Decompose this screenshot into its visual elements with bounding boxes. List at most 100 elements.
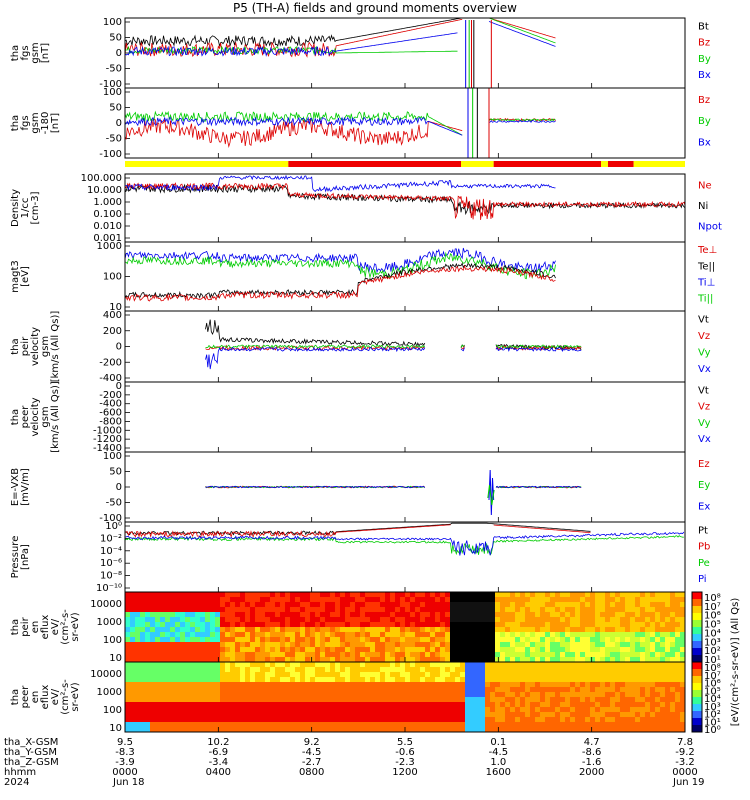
panel-ylabel: tha	[10, 115, 21, 131]
panel-ylabel: tha	[10, 619, 21, 635]
panel-ylabel: [km/s (All Qs)]	[50, 381, 61, 453]
colorbar-tick-label: 10²	[704, 646, 721, 657]
y-tick-label: 100	[103, 272, 122, 283]
panel-ylabel: E=-VXB	[10, 468, 21, 506]
colorbar-tick-label: 10⁵	[704, 620, 721, 631]
series-by	[124, 110, 556, 136]
legend-Ni: Ni	[698, 201, 708, 212]
ephemeris-row-label: tha_Y-GSM	[4, 747, 57, 758]
series-ti-perp	[124, 247, 556, 275]
y-tick-label: -400	[99, 399, 122, 410]
panel-ylabel: [nT]	[40, 43, 51, 63]
y-tick-label: 0.001	[93, 233, 122, 244]
y-tick-label: 0.100	[93, 209, 122, 220]
panel-ylabel: [km/s (All Qs)]	[50, 311, 61, 383]
colorbar-tick-label: 10⁷	[704, 671, 721, 682]
ephemeris-value: -1.6	[582, 757, 602, 768]
colorbar-cell	[692, 620, 702, 628]
ephemeris-value: -3.4	[209, 757, 229, 768]
y-tick-label: -50	[106, 134, 122, 145]
series-bx	[124, 21, 556, 57]
panel-ylabel: sr-eV)	[70, 682, 81, 711]
colorbar-tick-label: 10⁴	[704, 628, 721, 639]
mode-bar-segment	[493, 161, 601, 167]
y-tick-label: -50	[106, 498, 122, 509]
ephemeris-value: -2.7	[302, 757, 322, 768]
legend-Ne: Ne	[698, 180, 712, 191]
colorbar-cell	[692, 725, 702, 733]
legend-Pe: Pe	[698, 558, 710, 569]
colorbar-tick-label: 10⁷	[704, 602, 721, 613]
ephemeris-value: -3.2	[675, 757, 695, 768]
colorbar-frame	[691, 661, 703, 733]
colorbar-cell	[692, 592, 702, 600]
legend-Ex: Ex	[698, 501, 710, 512]
series-te-par	[124, 262, 556, 300]
x-tick-label: 0000	[112, 767, 137, 778]
y-tick-label: 10⁰	[105, 521, 122, 532]
panel-ylabel: gsm	[30, 42, 41, 63]
ephemeris-value: 5.5	[397, 737, 413, 748]
y-tick-label: 0	[116, 482, 122, 493]
panel-ylabel: gsm	[40, 336, 51, 357]
colorbar-cell	[692, 704, 702, 712]
series-bt	[124, 17, 463, 48]
y-tick-label: -200	[99, 357, 122, 368]
y-tick-label: -1000	[93, 425, 122, 436]
ephemeris-row-label: tha_Z-GSM	[4, 757, 59, 768]
legend-Vx: Vx	[698, 364, 711, 375]
series-vx	[205, 346, 582, 370]
panel-frame	[124, 310, 686, 383]
y-tick-label: -1400	[93, 443, 122, 454]
colorbar-cell	[692, 683, 702, 691]
ephemeris-value: 7.8	[677, 737, 693, 748]
legend-Vt: Vt	[698, 315, 709, 326]
y-tick-label: -1200	[93, 434, 122, 445]
ephemeris-value: 9.5	[117, 737, 133, 748]
legend-Bz: Bz	[698, 38, 710, 49]
legend-Te||: Te||	[697, 261, 715, 272]
panel-ylabel: en	[30, 621, 41, 634]
panel-ylabel: gsm	[40, 406, 51, 427]
series-pi	[124, 531, 685, 556]
ephemeris-value: -3.9	[115, 757, 135, 768]
colorbar-tick-label: 10¹	[704, 655, 721, 666]
colorbar-tick-label: 10³	[704, 637, 721, 648]
colorbar-tick-label: 10⁵	[704, 686, 721, 697]
legend-Te⊥: Te⊥	[697, 245, 717, 256]
panel-ylabel: fgs	[20, 115, 31, 130]
panel-ylabel: peir	[20, 336, 31, 356]
colorbar-cell	[692, 669, 702, 677]
colorbar-cell	[692, 648, 702, 656]
series-bz	[124, 17, 556, 58]
panel-ylabel: eflux	[40, 685, 51, 710]
legend-Bx: Bx	[698, 137, 711, 148]
panel-ylabel: Pressure	[10, 536, 21, 579]
legend-Pt: Pt	[698, 525, 708, 536]
y-tick-label: 100	[103, 635, 122, 646]
mode-bar-segment	[633, 161, 685, 167]
y-tick-label: 1000	[97, 241, 122, 252]
ephemeris-row-label: hhmm	[4, 767, 36, 778]
colorbar-cell	[692, 655, 702, 663]
legend-Vt: Vt	[698, 385, 709, 396]
legend-Vy: Vy	[698, 418, 711, 429]
y-tick-label: 10⁻¹⁰	[96, 583, 122, 594]
colorbar-cell	[692, 711, 702, 719]
legend-Vy: Vy	[698, 348, 711, 359]
mode-bar-segment	[288, 161, 461, 167]
colorbar-tick-label: 10¹	[704, 717, 721, 728]
panel-ylabel: sr-eV)	[70, 612, 81, 641]
y-tick-label: 400	[103, 310, 122, 321]
ephemeris-value: -8.6	[582, 747, 602, 758]
y-tick-label: 10	[109, 723, 122, 734]
legend-Pb: Pb	[698, 542, 710, 553]
series-ne	[124, 182, 686, 220]
y-tick-label: 1.000	[93, 197, 122, 208]
panel-ylabel: velocity	[30, 327, 41, 366]
y-tick-label: 0.010	[93, 221, 122, 232]
panel-ylabel: (cm²-s-	[60, 679, 71, 715]
colorbar-tick-label: 10⁸	[704, 593, 721, 604]
ephemeris-value: -8.3	[115, 747, 135, 758]
